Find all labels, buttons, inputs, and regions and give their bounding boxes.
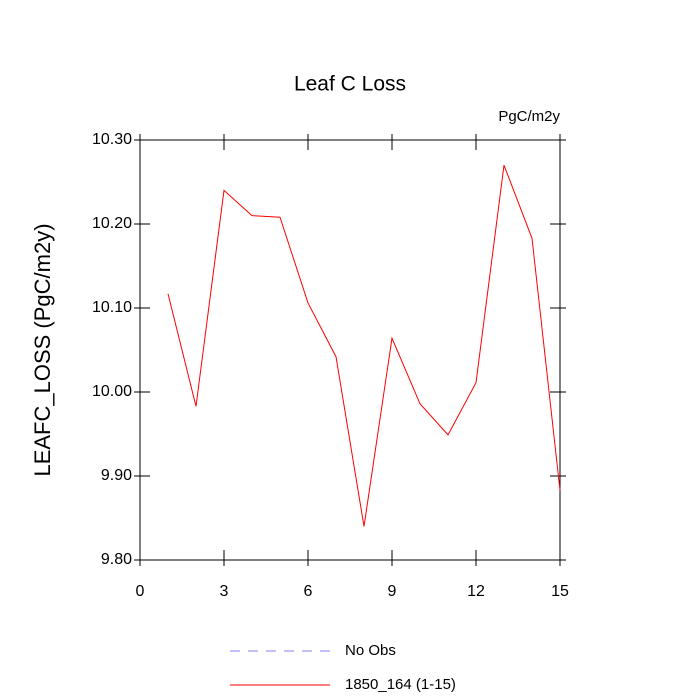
legend-label: 1850_164 (1-15) bbox=[345, 676, 456, 693]
x-tick-label: 9 bbox=[388, 583, 397, 600]
legend-label: No Obs bbox=[345, 642, 396, 659]
units-label: PgC/m2y bbox=[498, 108, 560, 125]
y-tick-label: 10.00 bbox=[92, 383, 132, 400]
series-line bbox=[167, 165, 561, 527]
x-tick-label: 6 bbox=[304, 583, 313, 600]
y-tick-label: 10.10 bbox=[92, 299, 132, 316]
chart-title: Leaf C Loss bbox=[294, 73, 406, 96]
y-tick-label: 9.90 bbox=[101, 467, 132, 484]
x-tick-label: 12 bbox=[467, 583, 485, 600]
x-tick-label: 0 bbox=[136, 583, 145, 600]
plot-frame bbox=[139, 139, 561, 561]
y-tick-label: 9.80 bbox=[101, 551, 132, 568]
y-tick-label: 10.20 bbox=[92, 215, 132, 232]
y-tick-label: 10.30 bbox=[92, 131, 132, 148]
x-tick-label: 15 bbox=[551, 583, 569, 600]
x-tick-label: 3 bbox=[220, 583, 229, 600]
y-axis-label: LEAFC_LOSS (PgC/m2y) bbox=[30, 223, 55, 476]
